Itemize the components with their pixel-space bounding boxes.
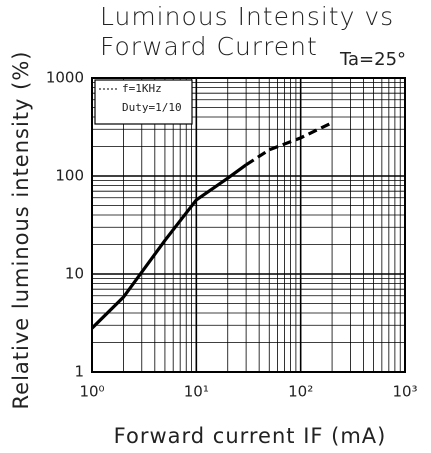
y-tick-label: 1000 [46,69,84,87]
y-tick-label: 1 [74,363,84,381]
legend-duty: Duty=1/10 [122,101,182,114]
temperature-note: Ta=25° [339,49,406,70]
x-axis-label: Forward current IF (mA) [114,424,387,448]
grid [91,77,406,373]
chart-subtitle: Forward Current [100,32,318,61]
plot-frame [91,77,406,373]
x-tick-label: 10² [288,383,313,401]
data-line [90,163,248,330]
y-axis-label: Relative luminous intensity (%) [9,51,33,410]
data-line [245,121,333,167]
legend-box [94,79,193,125]
legend-frequency: f=1KHz [122,82,162,95]
chart-title: Luminous Intensity vs [100,2,394,31]
y-tick-label: 10 [65,265,84,283]
x-tick-label: 10³ [392,383,417,401]
x-tick-label: 10⁰ [79,383,104,401]
y-tick-label: 100 [55,167,84,185]
x-tick-label: 10¹ [184,383,209,401]
